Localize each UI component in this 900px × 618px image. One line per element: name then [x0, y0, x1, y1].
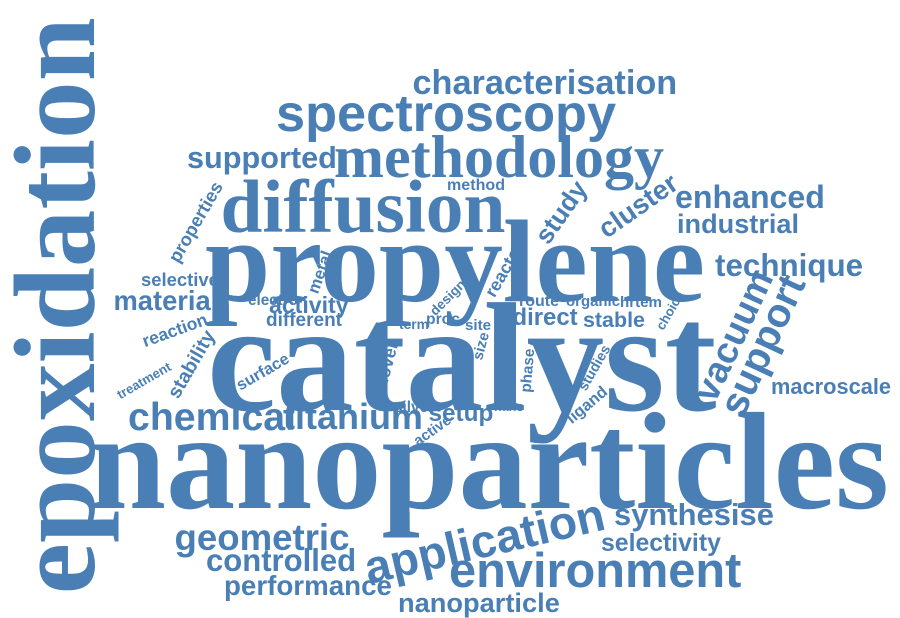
word-route: route	[519, 293, 559, 310]
word-hrtem: hrtem	[620, 293, 662, 311]
word-supported: supported	[187, 140, 337, 175]
word-different: different	[266, 309, 342, 331]
word-nanoparticles: nanoparticles	[89, 385, 889, 538]
word-direct: direct	[512, 304, 578, 331]
word-geometric: geometric	[174, 516, 350, 558]
word-spectroscopy: spectroscopy	[276, 85, 617, 143]
word-phase: phase	[517, 347, 539, 393]
word-site: site	[465, 316, 492, 334]
word-titanium: titanium	[283, 396, 423, 437]
word-chemical: chemical	[128, 394, 297, 439]
word-term: term	[399, 316, 429, 332]
word-environment: environment	[449, 543, 742, 598]
word-proc: proc	[426, 311, 460, 328]
word-industrial: industrial	[677, 207, 800, 239]
word-silver: silver	[394, 398, 435, 416]
word-electro: electro	[248, 291, 298, 309]
word-propylene: propylene	[205, 196, 705, 327]
word-controlled: controlled	[206, 542, 357, 578]
word-macroscale: macroscale	[771, 374, 892, 399]
word-synthesise: synthesise	[614, 496, 774, 532]
word-epoxidation: epoxidation	[0, 16, 119, 594]
word-method: method	[447, 176, 505, 194]
word-characterisation: characterisation	[412, 64, 678, 102]
word-organic: organic	[566, 292, 621, 310]
word-nano: nano	[494, 399, 524, 414]
word-methodology: methodology	[334, 124, 664, 190]
word-selectivity: selectivity	[601, 529, 721, 557]
word-catalyst: catalyst	[207, 270, 717, 444]
word-activity: activity	[269, 291, 349, 318]
word-performance: performance	[224, 570, 392, 601]
word-diffusion: diffusion	[220, 165, 506, 249]
word-setup: setup	[428, 400, 494, 427]
word-nanoparticle: nanoparticle	[398, 586, 560, 618]
word-stable: stable	[583, 307, 645, 332]
word-enhanced: enhanced	[675, 179, 825, 215]
word-material: material	[113, 284, 219, 316]
word-technique: technique	[715, 247, 864, 283]
word-selective: selective	[141, 269, 219, 290]
